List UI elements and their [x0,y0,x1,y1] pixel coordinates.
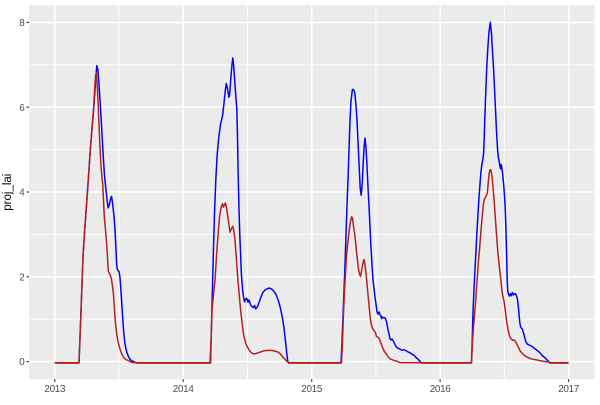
svg-text:4: 4 [19,188,25,199]
svg-text:6: 6 [19,103,25,114]
svg-text:proj_lai: proj_lai [2,174,14,211]
svg-text:0: 0 [19,357,25,368]
svg-text:8: 8 [19,18,25,29]
svg-text:2016: 2016 [430,384,452,395]
svg-text:2017: 2017 [558,384,579,395]
svg-text:2015: 2015 [301,384,323,395]
svg-text:2013: 2013 [44,384,66,395]
svg-text:2: 2 [19,272,24,283]
svg-text:2014: 2014 [173,384,195,395]
